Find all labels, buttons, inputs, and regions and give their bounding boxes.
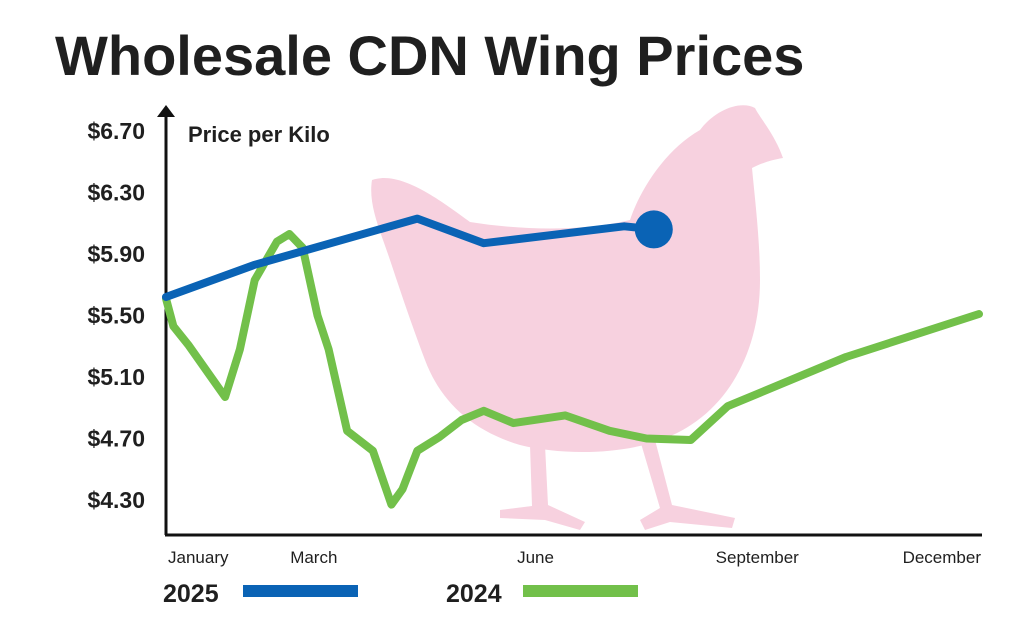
axes [157,105,982,537]
y-tick-label: $4.70 [87,426,145,452]
y-tick-label: $4.30 [87,487,145,513]
legend-label-2024: 2024 [446,580,502,608]
legend-swatch-2025 [243,585,358,597]
y-tick-label: $6.30 [87,180,145,206]
series-line-2025 [162,214,658,301]
x-tick-label: December [903,548,982,567]
x-tick-label: September [716,548,799,567]
x-tick-label: March [290,548,337,567]
hen-body [371,105,783,452]
y-axis-arrow [157,105,175,117]
x-tick-label: June [517,548,554,567]
hen-leg-left [500,445,585,530]
hen-leg-right [640,440,735,530]
legend-swatch-2024 [523,585,638,597]
legend-label-2025: 2025 [163,580,219,608]
legend: 2025 2024 [163,580,638,608]
y-tick-label: $5.50 [87,303,145,329]
x-tick-label: January [168,548,229,567]
y-tick-label: $5.10 [87,364,145,390]
hen-silhouette [371,105,783,530]
chart-title: Wholesale CDN Wing Prices [55,24,804,87]
y-tick-label: $5.90 [87,241,145,267]
y-axis-label: Price per Kilo [188,122,330,147]
y-tick-label: $6.70 [87,118,145,144]
series-end-marker-2025 [634,210,673,249]
x-tick-labels: January March June September December [168,548,981,567]
series-line-2024 [162,230,983,509]
series-lines [162,210,983,509]
y-tick-labels: $6.70 $6.30 $5.90 $5.50 $5.10 $4.70 $4.30 [87,118,145,513]
